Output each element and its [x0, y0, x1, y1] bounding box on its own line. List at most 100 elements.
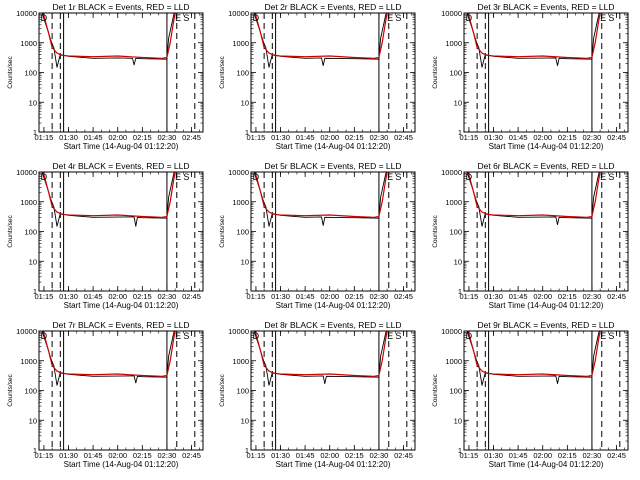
marker-annotation: D [253, 13, 260, 23]
y-axis-label: Counts/sec [219, 214, 226, 247]
marker-annotation: S [183, 13, 189, 23]
panel-7-series-group [41, 331, 176, 386]
x-tick-label: 02:00 [320, 451, 339, 460]
marker-annotation: D [253, 331, 260, 341]
y-tick-label: 1000 [20, 357, 37, 366]
lld-series-line [42, 172, 176, 218]
y-tick-label: 100 [236, 228, 249, 237]
x-tick-label: 02:30 [158, 292, 177, 301]
y-tick-label: 10000 [16, 327, 37, 336]
marker-annotation: E [600, 172, 606, 182]
marker-annotation: S [608, 172, 614, 182]
x-tick-label: 01:45 [296, 133, 315, 142]
marker-annotation: E [175, 13, 181, 23]
marker-annotation: D [466, 13, 473, 23]
x-tick-label: 02:00 [533, 292, 552, 301]
x-tick-label: 02:45 [182, 451, 201, 460]
marker-annotation: S [183, 331, 189, 341]
plot-frame [463, 330, 629, 451]
panel-6-series-group [466, 172, 601, 227]
y-tick-label: 1 [33, 287, 37, 296]
marker-annotation: D [466, 331, 473, 341]
x-tick-label: 01:15 [460, 451, 479, 460]
plot-frame [463, 12, 629, 133]
x-tick-label: 02:15 [345, 133, 364, 142]
panel-9: Det 9r BLACK = Events, RED = LLD Counts/s… [432, 320, 629, 469]
lld-series-line [467, 13, 601, 59]
plot-frame [463, 171, 629, 292]
y-tick-label: 1000 [445, 357, 462, 366]
y-tick-label: 10 [29, 257, 37, 266]
y-tick-label: 10 [241, 416, 249, 425]
marker-annotation: S [608, 331, 614, 341]
x-axis-label: Start Time (14-Aug-04 01:12:20) [489, 142, 604, 151]
y-tick-label: 10000 [441, 168, 462, 177]
marker-annotation: D [41, 331, 48, 341]
y-tick-label: 10 [454, 416, 462, 425]
y-tick-label: 10000 [16, 168, 37, 177]
panel-5-series-group [253, 172, 388, 227]
marker-annotation: E [175, 172, 181, 182]
y-tick-label: 100 [449, 228, 462, 237]
marker-annotation: E [600, 13, 606, 23]
lld-series-line [254, 172, 388, 218]
y-tick-label: 10000 [228, 327, 249, 336]
marker-annotation: E [175, 331, 181, 341]
x-tick-label: 01:15 [460, 133, 479, 142]
x-tick-label: 02:00 [533, 133, 552, 142]
chart-title: Det 1r BLACK = Events, RED = LLD [52, 2, 189, 12]
x-tick-label: 02:00 [320, 133, 339, 142]
marker-annotation: S [183, 172, 189, 182]
x-tick-label: 02:45 [394, 451, 413, 460]
y-tick-label: 10 [454, 257, 462, 266]
y-tick-label: 10 [29, 98, 37, 107]
x-axis-label: Start Time (14-Aug-04 01:12:20) [489, 460, 604, 469]
x-tick-label: 02:15 [133, 451, 152, 460]
x-tick-label: 02:15 [133, 292, 152, 301]
y-tick-label: 1 [245, 128, 249, 137]
x-tick-label: 01:15 [460, 292, 479, 301]
marker-annotation: S [395, 331, 401, 341]
x-tick-label: 02:30 [370, 451, 389, 460]
chart-title: Det 5r BLACK = Events, RED = LLD [264, 161, 401, 171]
y-tick-label: 10 [241, 98, 249, 107]
y-tick-label: 1 [33, 446, 37, 455]
events-series-line [41, 331, 175, 386]
y-axis-label: Counts/sec [432, 55, 439, 88]
x-tick-label: 02:45 [607, 292, 626, 301]
y-tick-label: 10000 [441, 327, 462, 336]
events-series-line [466, 13, 600, 68]
x-tick-label: 01:45 [84, 133, 103, 142]
x-tick-label: 02:15 [558, 133, 577, 142]
y-tick-label: 100 [236, 69, 249, 78]
marker-annotation: E [387, 172, 393, 182]
plot-frame [38, 171, 204, 292]
x-tick-label: 02:15 [558, 292, 577, 301]
plot-frame [38, 12, 204, 133]
marker-annotation: S [395, 13, 401, 23]
lld-series-line [467, 172, 601, 218]
x-tick-label: 01:15 [35, 292, 54, 301]
x-tick-label: 01:30 [484, 292, 503, 301]
x-axis-label: Start Time (14-Aug-04 01:12:20) [64, 142, 179, 151]
x-tick-label: 02:15 [558, 451, 577, 460]
panel-8: Det 8r BLACK = Events, RED = LLD Counts/s… [219, 320, 416, 469]
panel-6: Det 6r BLACK = Events, RED = LLD Counts/s… [432, 161, 629, 310]
lld-series-line [254, 331, 388, 377]
panel-4-series-group [41, 172, 176, 227]
x-axis-label: Start Time (14-Aug-04 01:12:20) [276, 301, 391, 310]
panel-7: Det 7r BLACK = Events, RED = LLD Counts/s… [7, 320, 204, 469]
y-tick-label: 10000 [16, 9, 37, 18]
panel-1-series-group [41, 13, 176, 68]
events-series-line [253, 331, 387, 386]
chart-title: Det 4r BLACK = Events, RED = LLD [52, 161, 189, 171]
chart-title: Det 7r BLACK = Events, RED = LLD [52, 320, 189, 330]
marker-annotation: E [387, 13, 393, 23]
y-tick-label: 1000 [232, 357, 249, 366]
y-tick-label: 10000 [228, 9, 249, 18]
panel-2: Det 2r BLACK = Events, RED = LLD Counts/s… [219, 2, 416, 151]
y-tick-label: 1 [245, 287, 249, 296]
events-series-line [253, 172, 387, 227]
y-tick-label: 10 [454, 98, 462, 107]
